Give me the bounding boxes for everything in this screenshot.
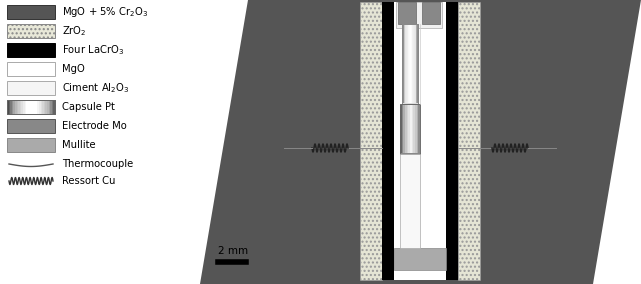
Bar — [406, 25, 407, 103]
Text: MgO: MgO — [62, 64, 85, 74]
Bar — [417, 105, 419, 153]
Bar — [417, 25, 418, 103]
Bar — [46, 101, 47, 114]
Bar — [7, 119, 55, 133]
Bar — [7, 101, 9, 114]
Text: Thermocouple: Thermocouple — [62, 159, 133, 169]
Bar — [7, 62, 55, 76]
Text: Ressort Cu: Ressort Cu — [62, 176, 115, 186]
Polygon shape — [593, 0, 641, 284]
Bar — [412, 25, 413, 103]
Bar — [408, 105, 410, 153]
Bar — [405, 105, 407, 153]
Bar — [7, 5, 55, 19]
Bar — [414, 25, 415, 103]
Bar — [17, 101, 19, 114]
Text: 2 mm: 2 mm — [218, 246, 248, 256]
Bar — [12, 101, 14, 114]
Bar — [21, 101, 24, 114]
Bar — [33, 101, 35, 114]
Bar — [200, 0, 641, 284]
Bar — [400, 104, 420, 154]
Bar — [31, 101, 33, 114]
Bar — [29, 101, 31, 114]
Bar — [20, 101, 22, 114]
Bar — [44, 101, 46, 114]
Bar — [7, 100, 55, 114]
Bar — [458, 2, 480, 280]
Text: MgO + 5% Cr$_2$O$_3$: MgO + 5% Cr$_2$O$_3$ — [62, 5, 149, 19]
Bar — [8, 101, 11, 114]
Bar — [403, 25, 404, 103]
Bar — [417, 25, 419, 103]
Bar — [446, 2, 458, 280]
Text: Electrode Mo: Electrode Mo — [62, 121, 127, 131]
Bar — [407, 25, 408, 103]
Bar — [400, 104, 420, 154]
Bar — [413, 105, 415, 153]
Bar — [406, 105, 409, 153]
Bar — [28, 101, 30, 114]
Bar — [404, 25, 406, 103]
Bar — [53, 101, 56, 114]
Bar — [37, 101, 40, 114]
Bar — [49, 101, 51, 114]
Text: Four LaCrO$_3$: Four LaCrO$_3$ — [62, 43, 124, 57]
Bar — [400, 105, 402, 153]
Bar — [422, 2, 440, 24]
Bar — [415, 25, 416, 103]
Bar — [52, 101, 54, 114]
Bar — [410, 105, 412, 153]
Bar — [402, 24, 418, 104]
Bar — [398, 2, 416, 24]
Text: Mullite: Mullite — [62, 140, 96, 150]
Bar — [34, 101, 37, 114]
Bar — [47, 101, 49, 114]
Bar — [394, 2, 446, 280]
Text: Capsule Pt: Capsule Pt — [62, 102, 115, 112]
Bar — [7, 43, 55, 57]
Bar — [7, 81, 55, 95]
Bar — [50, 101, 53, 114]
Bar — [408, 25, 409, 103]
Bar — [402, 24, 418, 104]
Bar — [412, 25, 413, 103]
Bar — [26, 101, 28, 114]
Bar — [419, 105, 420, 153]
Bar — [396, 2, 442, 28]
Bar — [403, 105, 406, 153]
Text: ZrO$_2$: ZrO$_2$ — [62, 24, 87, 38]
Bar — [394, 248, 446, 270]
Bar — [42, 101, 44, 114]
Bar — [410, 25, 412, 103]
Bar — [411, 25, 412, 103]
Bar — [39, 101, 41, 114]
Bar — [15, 101, 17, 114]
Bar — [402, 25, 403, 103]
Bar — [7, 100, 55, 114]
Bar — [415, 25, 417, 103]
Bar — [7, 24, 55, 38]
Bar — [415, 105, 417, 153]
Bar — [400, 154, 420, 248]
Text: Ciment Al$_2$O$_3$: Ciment Al$_2$O$_3$ — [62, 81, 129, 95]
Bar — [402, 105, 404, 153]
Bar — [10, 101, 12, 114]
Bar — [382, 2, 394, 280]
Bar — [23, 101, 25, 114]
Bar — [7, 138, 55, 152]
Bar — [413, 25, 415, 103]
Bar — [408, 25, 410, 103]
Bar — [36, 101, 38, 114]
Bar — [13, 101, 15, 114]
Bar — [24, 101, 27, 114]
Bar — [40, 101, 43, 114]
Bar — [405, 25, 406, 103]
Bar — [404, 25, 405, 103]
Bar — [360, 2, 382, 280]
Polygon shape — [200, 0, 248, 284]
Bar — [409, 25, 410, 103]
Bar — [18, 101, 21, 114]
Bar — [412, 105, 414, 153]
